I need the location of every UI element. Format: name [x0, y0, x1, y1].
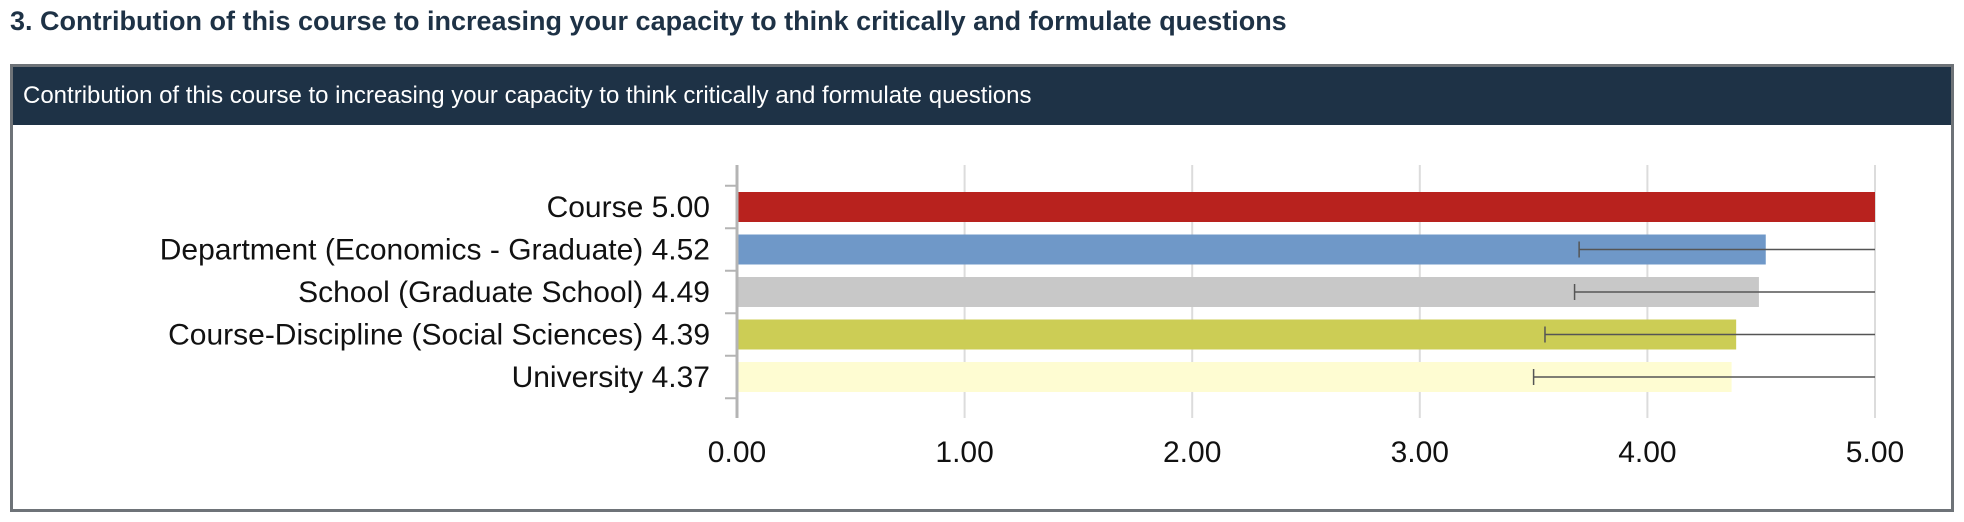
category-label: University 4.37 [512, 361, 710, 394]
labels: 0.00 1.00 2.00 3.00 4.00 5.00 Course 5.00 Depar… [160, 191, 1904, 469]
section-title: 3. Contribution of this course to increa… [10, 6, 1287, 36]
category-label: Course-Discipline (Social Sciences) 4.39 [168, 319, 710, 352]
category-label: School (Graduate School) 4.49 [298, 276, 710, 309]
bar [737, 192, 1875, 222]
category-label: Course 5.00 [547, 191, 710, 224]
error-bars [1532, 241, 1875, 385]
x-tick-label: 3.00 [1391, 436, 1449, 469]
x-tick-label: 1.00 [935, 436, 993, 469]
x-tick-label: 5.00 [1846, 436, 1904, 469]
x-tick-label: 2.00 [1163, 436, 1221, 469]
x-tick-label: 0.00 [708, 436, 766, 469]
panel-title: Contribution of this course to increasin… [13, 67, 1951, 125]
x-tick-label: 4.00 [1618, 436, 1676, 469]
axis [725, 165, 739, 418]
category-label: Department (Economics - Graduate) 4.52 [160, 234, 710, 267]
bars [737, 192, 1875, 392]
